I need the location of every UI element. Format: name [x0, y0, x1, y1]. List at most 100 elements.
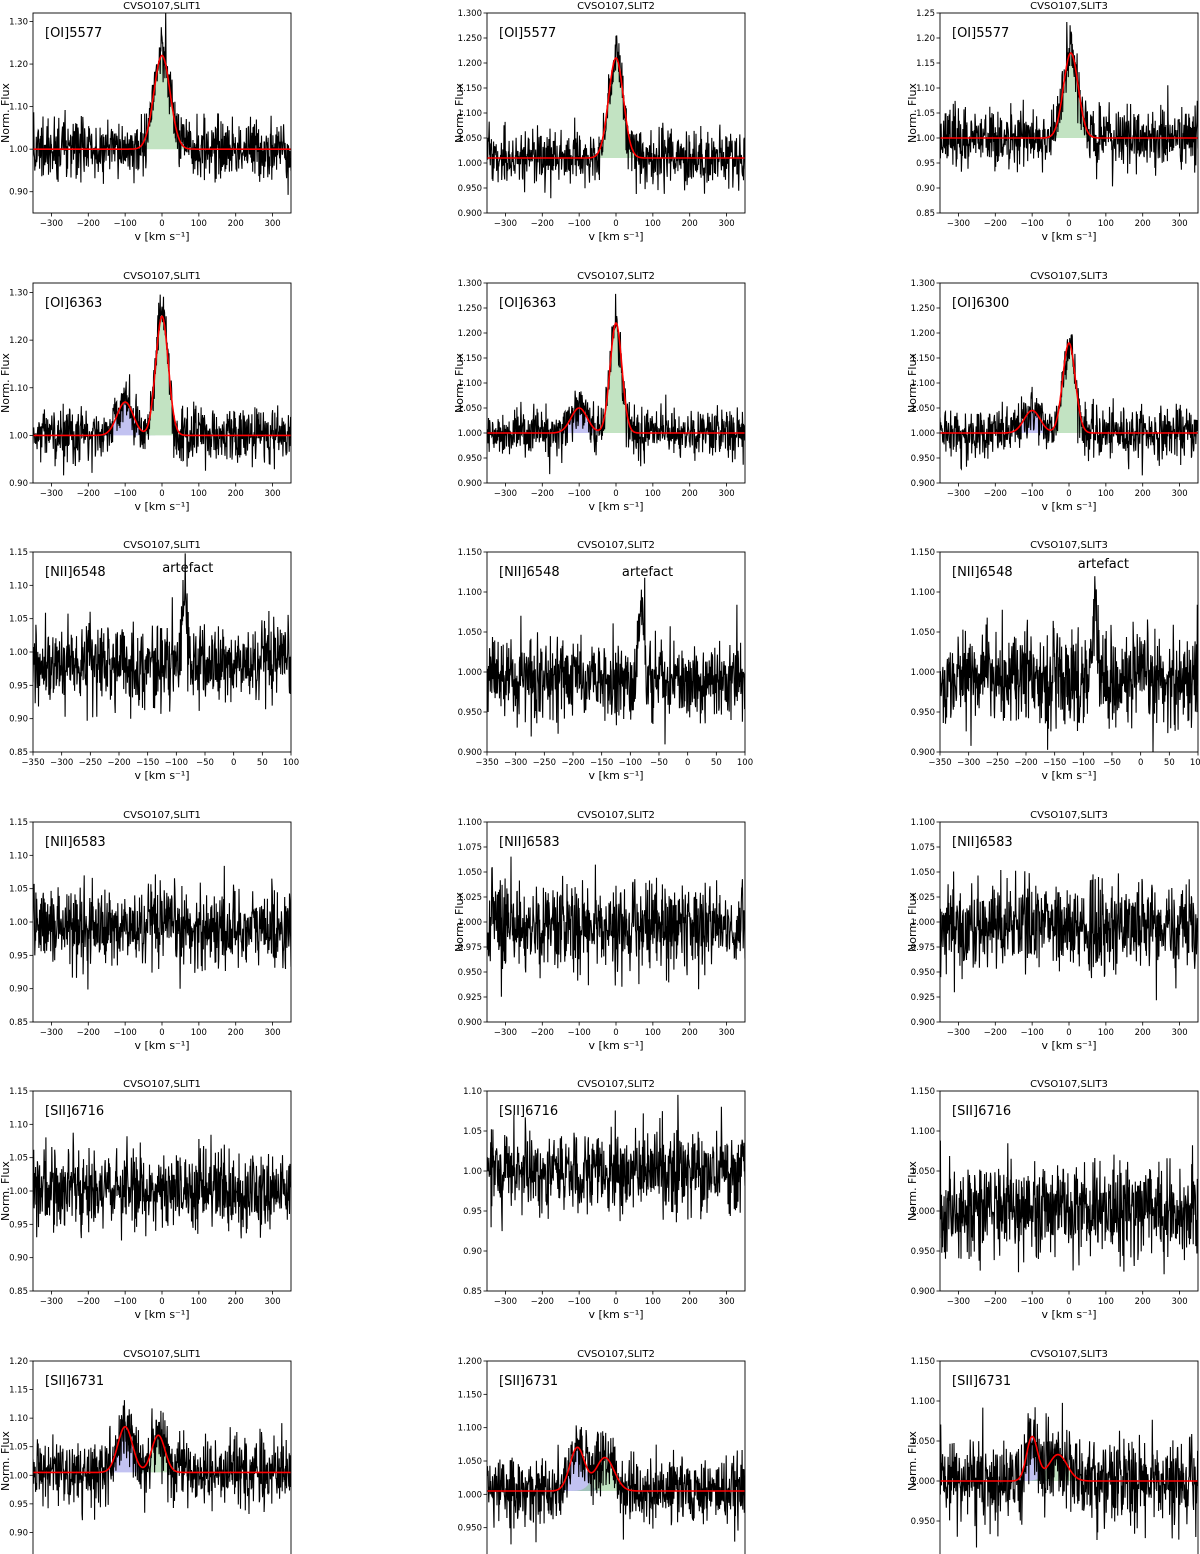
- spectrum-panel-9: −350 −300 −250 −200 −150 −100 −50 0 50 100 0.900 0.…: [911, 540, 1200, 782]
- x-tick-label: −300: [40, 1028, 63, 1038]
- x-tick-label: 0: [613, 1297, 618, 1307]
- x-tick-label: −200: [984, 1028, 1007, 1038]
- y-tick-label: 0.950: [911, 1247, 935, 1257]
- spectrum-panel-8: −350 −300 −250 −200 −150 −100 −50 0 50 100 0.900 0.…: [458, 540, 753, 782]
- y-tick-label: 0.95: [916, 159, 935, 169]
- y-tick-label: 1.250: [458, 304, 482, 314]
- y-tick-label: 0.975: [458, 943, 482, 953]
- y-tick-label: 0.95: [9, 1500, 28, 1510]
- y-tick-label: 1.20: [9, 336, 28, 346]
- x-tick-label: 0: [1066, 1028, 1071, 1038]
- x-tick-label: 100: [645, 489, 661, 499]
- y-tick-label: 1.100: [458, 109, 482, 119]
- x-tick-label: 300: [264, 219, 280, 229]
- x-tick-label: 300: [264, 1297, 280, 1307]
- x-tick-label: −100: [567, 219, 590, 229]
- y-tick-label: 1.00: [916, 134, 935, 144]
- y-tick-label: 1.250: [911, 304, 935, 314]
- y-tick-label: 0.85: [463, 1287, 482, 1297]
- x-tick-label: −100: [1072, 758, 1095, 768]
- y-tick-label: 1.15: [916, 59, 935, 69]
- x-tick-label: 200: [1135, 489, 1151, 499]
- panel-title: CVSO107,SLIT1: [123, 1079, 201, 1090]
- y-tick-label: 1.000: [911, 668, 935, 678]
- panel-title: CVSO107,SLIT1: [123, 1, 201, 12]
- y-tick-label: 0.950: [458, 184, 482, 194]
- x-axis-label: v [km s⁻¹]: [1041, 1039, 1096, 1052]
- y-tick-label: 1.150: [458, 548, 482, 558]
- emission-line-label: [OI]5577: [952, 26, 1009, 41]
- emission-line-label: [NII]6583: [952, 835, 1013, 850]
- y-tick-label: 0.90: [9, 188, 28, 198]
- observed-spectrum-line: [33, 553, 291, 721]
- y-tick-label: 1.15: [9, 1087, 28, 1097]
- green-component-fill: [487, 323, 745, 433]
- emission-line-label: [OI]5577: [499, 26, 556, 41]
- x-tick-label: 50: [711, 758, 722, 768]
- gaussian-fit-line: [940, 52, 1198, 139]
- y-tick-label: 1.100: [911, 1397, 935, 1407]
- x-tick-label: −200: [77, 219, 100, 229]
- y-tick-label: 0.900: [911, 748, 935, 758]
- x-tick-label: 100: [645, 219, 661, 229]
- x-axis-label: v [km s⁻¹]: [588, 769, 643, 782]
- y-tick-label: 1.20: [9, 1357, 28, 1367]
- x-tick-label: 0: [159, 1297, 164, 1307]
- x-tick-label: −50: [650, 758, 668, 768]
- green-component-fill: [940, 343, 1198, 433]
- green-component-fill: [33, 55, 291, 150]
- y-tick-label: 0.85: [9, 1287, 28, 1297]
- y-tick-label: 1.15: [9, 818, 28, 828]
- y-tick-label: 1.075: [911, 843, 935, 853]
- x-tick-label: −100: [567, 1028, 590, 1038]
- x-tick-label: 100: [191, 1028, 207, 1038]
- y-tick-label: 1.050: [458, 404, 482, 414]
- x-tick-label: 100: [1098, 489, 1114, 499]
- x-tick-label: 200: [682, 219, 698, 229]
- y-tick-label: 1.100: [458, 588, 482, 598]
- x-tick-label: 100: [645, 1297, 661, 1307]
- x-tick-label: 0: [159, 219, 164, 229]
- annotation-label: artefact: [1078, 557, 1129, 572]
- x-tick-label: −100: [113, 1297, 136, 1307]
- x-tick-label: 200: [228, 1297, 244, 1307]
- y-tick-label: 0.90: [9, 479, 28, 489]
- y-tick-label: 1.200: [458, 59, 482, 69]
- observed-spectrum-line: [940, 1140, 1198, 1275]
- y-tick-label: 1.15: [9, 548, 28, 558]
- observed-spectrum-line: [487, 35, 745, 199]
- spectrum-panel-16: −300−200−10001002003000.850.900.951.001.…: [0, 1349, 292, 1554]
- observed-spectrum-line: [487, 1094, 745, 1232]
- x-tick-label: −200: [77, 1297, 100, 1307]
- y-tick-label: 1.150: [911, 1357, 935, 1367]
- y-tick-label: 1.100: [458, 1424, 482, 1434]
- observed-spectrum-line: [940, 1402, 1198, 1548]
- y-tick-label: 0.950: [911, 1517, 935, 1527]
- panel-title: CVSO107,SLIT2: [577, 1079, 655, 1090]
- y-tick-label: 1.00: [9, 1471, 28, 1481]
- x-tick-label: −300: [494, 1028, 517, 1038]
- y-tick-label: 1.10: [9, 1414, 28, 1424]
- x-tick-label: 100: [1098, 1297, 1114, 1307]
- y-tick-label: 0.950: [911, 454, 935, 464]
- y-tick-label: 1.000: [458, 1490, 482, 1500]
- gaussian-fit-line: [487, 57, 745, 159]
- emission-line-label: [NII]6548: [45, 565, 106, 580]
- axes-frame: [939, 1360, 1199, 1554]
- x-tick-label: 200: [228, 1028, 244, 1038]
- x-tick-label: −200: [984, 489, 1007, 499]
- x-tick-label: −100: [619, 758, 642, 768]
- x-tick-label: −200: [561, 758, 584, 768]
- gaussian-fit-line: [33, 1425, 291, 1474]
- emission-line-label: [OI]6300: [952, 296, 1009, 311]
- y-tick-label: 1.050: [911, 404, 935, 414]
- panel-title: CVSO107,SLIT1: [123, 810, 201, 821]
- annotation-label: artefact: [622, 565, 673, 580]
- x-tick-label: −200: [77, 489, 100, 499]
- x-tick-label: 200: [682, 1028, 698, 1038]
- x-axis-label: v [km s⁻¹]: [588, 1308, 643, 1321]
- x-tick-label: 200: [1135, 1297, 1151, 1307]
- gaussian-fit-line: [487, 322, 745, 434]
- spectrum-panel-11: −300 −200 −100 0 100 200 300 0.900 0.925 0.950 0.9…: [453, 810, 746, 1052]
- emission-line-label: [OI]6363: [45, 296, 102, 311]
